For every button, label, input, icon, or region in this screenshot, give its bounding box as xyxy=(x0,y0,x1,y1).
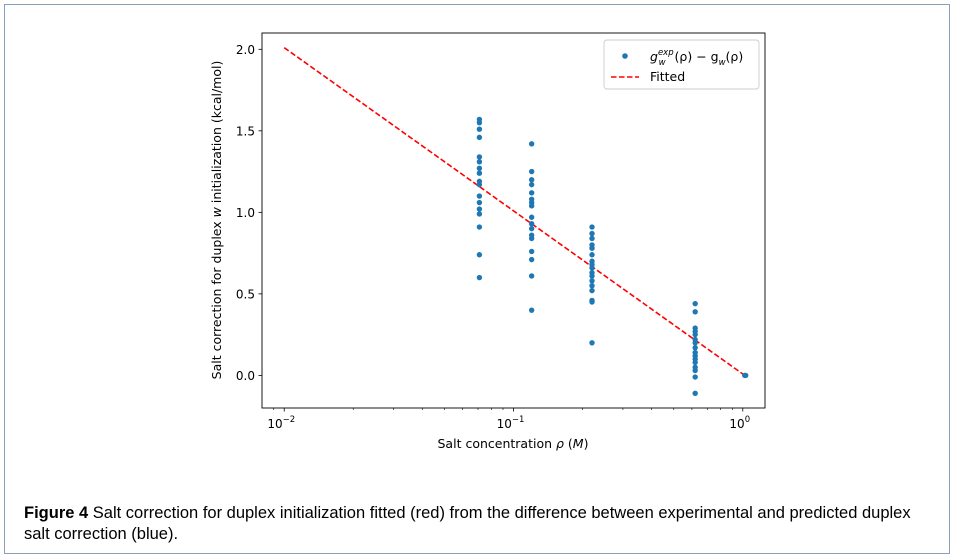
data-point xyxy=(476,224,483,230)
data-point xyxy=(528,273,535,279)
figure-frame xyxy=(4,4,950,554)
caption-label: Figure 4 xyxy=(24,504,89,522)
data-point xyxy=(476,199,483,206)
data-point xyxy=(528,307,535,313)
data-point xyxy=(589,252,595,258)
data-point xyxy=(476,211,483,217)
legend-marker-points xyxy=(622,53,628,59)
data-point xyxy=(692,331,698,338)
x-axis-label: Salt concentration ρ (M) xyxy=(438,436,589,451)
legend-label-fitted: Fitted xyxy=(650,69,685,84)
data-point xyxy=(528,168,535,175)
data-point xyxy=(589,245,595,251)
data-point xyxy=(692,359,698,366)
y-tick-label: 1.0 xyxy=(236,206,255,220)
data-point xyxy=(589,299,595,305)
data-point xyxy=(476,154,483,160)
data-point xyxy=(589,340,595,346)
ticks-layer: 0.0 0.5 1.0 1.5 2.0 10−2 10−1 100 xyxy=(236,43,750,431)
plot-frame xyxy=(261,32,766,409)
data-point xyxy=(476,170,483,176)
data-point xyxy=(528,203,535,209)
data-point xyxy=(692,340,698,346)
data-point xyxy=(528,141,535,147)
legend: gexp w (ρ) − gw(ρ) Fitted xyxy=(603,39,760,90)
fit-layer xyxy=(283,47,746,377)
x-tick-label: 10−1 xyxy=(497,415,525,431)
data-point xyxy=(528,225,535,232)
data-point xyxy=(528,214,535,220)
data-point xyxy=(528,256,535,263)
figure-caption: Figure 4 Salt correction for duplex init… xyxy=(24,503,924,545)
x-tick-label: 10−2 xyxy=(267,415,295,431)
data-point xyxy=(476,119,483,126)
data-point xyxy=(692,374,698,380)
data-point xyxy=(692,300,698,307)
data-point xyxy=(476,126,483,132)
data-point xyxy=(528,248,535,255)
data-point xyxy=(589,265,595,271)
data-point xyxy=(589,235,595,242)
data-point xyxy=(528,235,535,242)
data-point xyxy=(692,367,698,374)
data-point xyxy=(528,181,535,188)
data-point xyxy=(692,344,698,351)
y-tick-label: 1.5 xyxy=(236,124,255,138)
data-point xyxy=(476,165,483,172)
y-tick-label: 0.0 xyxy=(236,369,255,383)
data-point xyxy=(476,206,483,212)
data-point xyxy=(692,390,698,397)
data-point xyxy=(476,134,483,141)
data-point xyxy=(589,287,595,294)
data-point xyxy=(743,372,749,379)
x-tick-label: 100 xyxy=(729,415,750,431)
y-tick-label: 2.0 xyxy=(236,43,255,57)
scatter-chart: 0.0 0.5 1.0 1.5 2.0 10−2 10−1 100 Salt correcti… xyxy=(209,32,766,451)
data-point xyxy=(589,224,595,230)
data-point xyxy=(476,193,483,199)
legend-label-points: gexp w (ρ) − gw(ρ) xyxy=(650,48,743,68)
points-layer xyxy=(476,116,749,397)
data-point xyxy=(589,230,595,237)
data-point xyxy=(692,309,698,315)
fitted-line xyxy=(283,47,746,377)
data-point xyxy=(528,190,535,196)
data-point xyxy=(476,274,483,281)
legend-box xyxy=(603,39,760,90)
data-point xyxy=(589,278,595,284)
data-point xyxy=(528,177,535,183)
caption-text: Salt correction for duplex initializatio… xyxy=(24,504,911,543)
data-point xyxy=(476,252,483,258)
data-point xyxy=(589,273,595,279)
plot-area xyxy=(262,33,765,408)
data-point xyxy=(528,221,535,227)
y-tick-label: 0.5 xyxy=(236,287,255,301)
data-point xyxy=(476,181,483,188)
data-point xyxy=(589,283,595,289)
data-point xyxy=(476,159,483,165)
y-axis-label: Salt correction for duplex w initializat… xyxy=(209,61,224,380)
